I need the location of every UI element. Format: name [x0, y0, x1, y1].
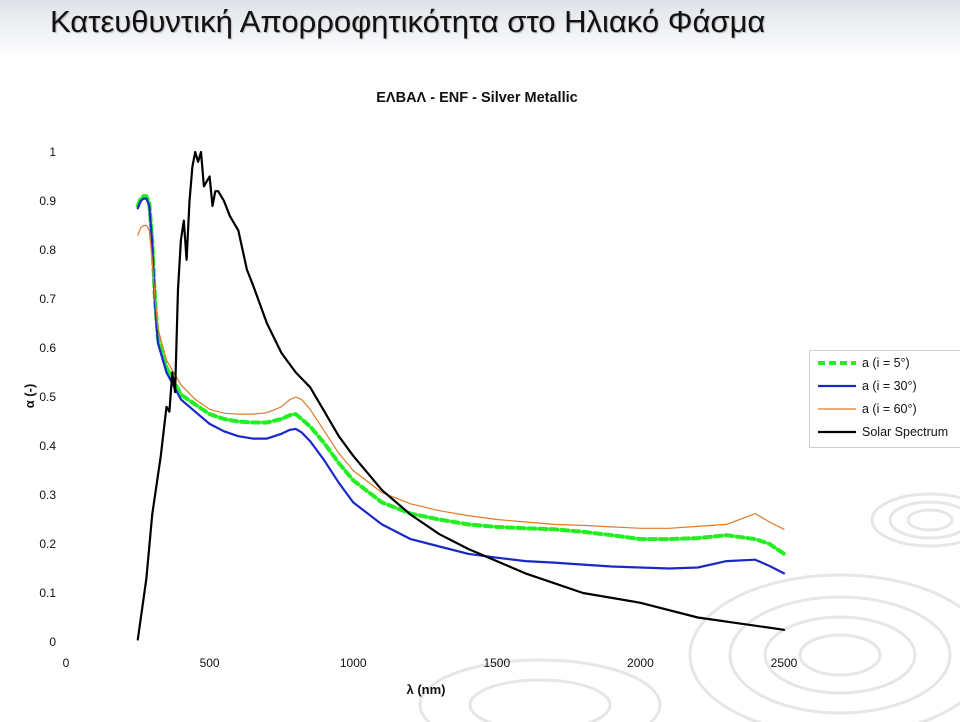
x-tick-label: 1500 [483, 656, 510, 670]
x-tick-label: 0 [63, 656, 70, 670]
series-line-2 [137, 224, 785, 530]
chart-title: ΕΛΒΑΛ - ENF - Silver Metallic [376, 90, 578, 106]
series-line-3 [136, 150, 786, 641]
legend-label: a (i = 60°) [862, 402, 917, 416]
y-tick-label: 0.9 [39, 194, 56, 208]
y-tick-label: 0.1 [39, 586, 56, 600]
page-title: Κατευθυντική Απορροφητικότητα στο Ηλιακό… [50, 4, 766, 39]
chart-series [135, 150, 786, 641]
x-axis-label: λ (nm) [407, 682, 446, 697]
y-tick-label: 0.8 [39, 243, 56, 257]
y-tick-label: 0.7 [39, 292, 56, 306]
y-tick-label: 0.5 [39, 390, 56, 404]
legend-swatch [818, 361, 856, 365]
legend-item: a (i = 60°) [816, 400, 958, 420]
y-tick-label: 0.4 [39, 439, 56, 453]
legend-item: a (i = 5°) [816, 354, 958, 374]
legend-swatch [818, 384, 856, 388]
legend-label: a (i = 30°) [862, 379, 917, 393]
y-axis-label: α (-) [22, 384, 37, 409]
legend-label: a (i = 5°) [862, 356, 910, 370]
x-tick-label: 2500 [771, 656, 798, 670]
legend-swatch [818, 408, 856, 410]
legend-label: Solar Spectrum [862, 425, 949, 439]
series-line-1 [136, 197, 786, 575]
x-tick-label: 500 [200, 656, 220, 670]
y-tick-label: 0.6 [39, 341, 56, 355]
x-tick-label: 2000 [627, 656, 654, 670]
y-tick-label: 0.2 [39, 537, 56, 551]
legend-swatch [818, 430, 856, 434]
chart-legend: a (i = 5°) a (i = 30°) a (i = 60°) Solar… [809, 350, 960, 448]
y-tick-label: 0.3 [39, 488, 56, 502]
y-tick-label: 0 [49, 635, 56, 649]
chart-axes: 0 500 1000 1500 2000 2500 0 0.1 0.2 0.3 0.4 0.5 0.6 0… [39, 145, 797, 670]
y-tick-label: 1 [49, 145, 56, 159]
x-tick-label: 1000 [340, 656, 367, 670]
legend-item: a (i = 30°) [816, 377, 958, 397]
legend-item: Solar Spectrum [816, 423, 958, 443]
series-line-0 [135, 194, 786, 556]
